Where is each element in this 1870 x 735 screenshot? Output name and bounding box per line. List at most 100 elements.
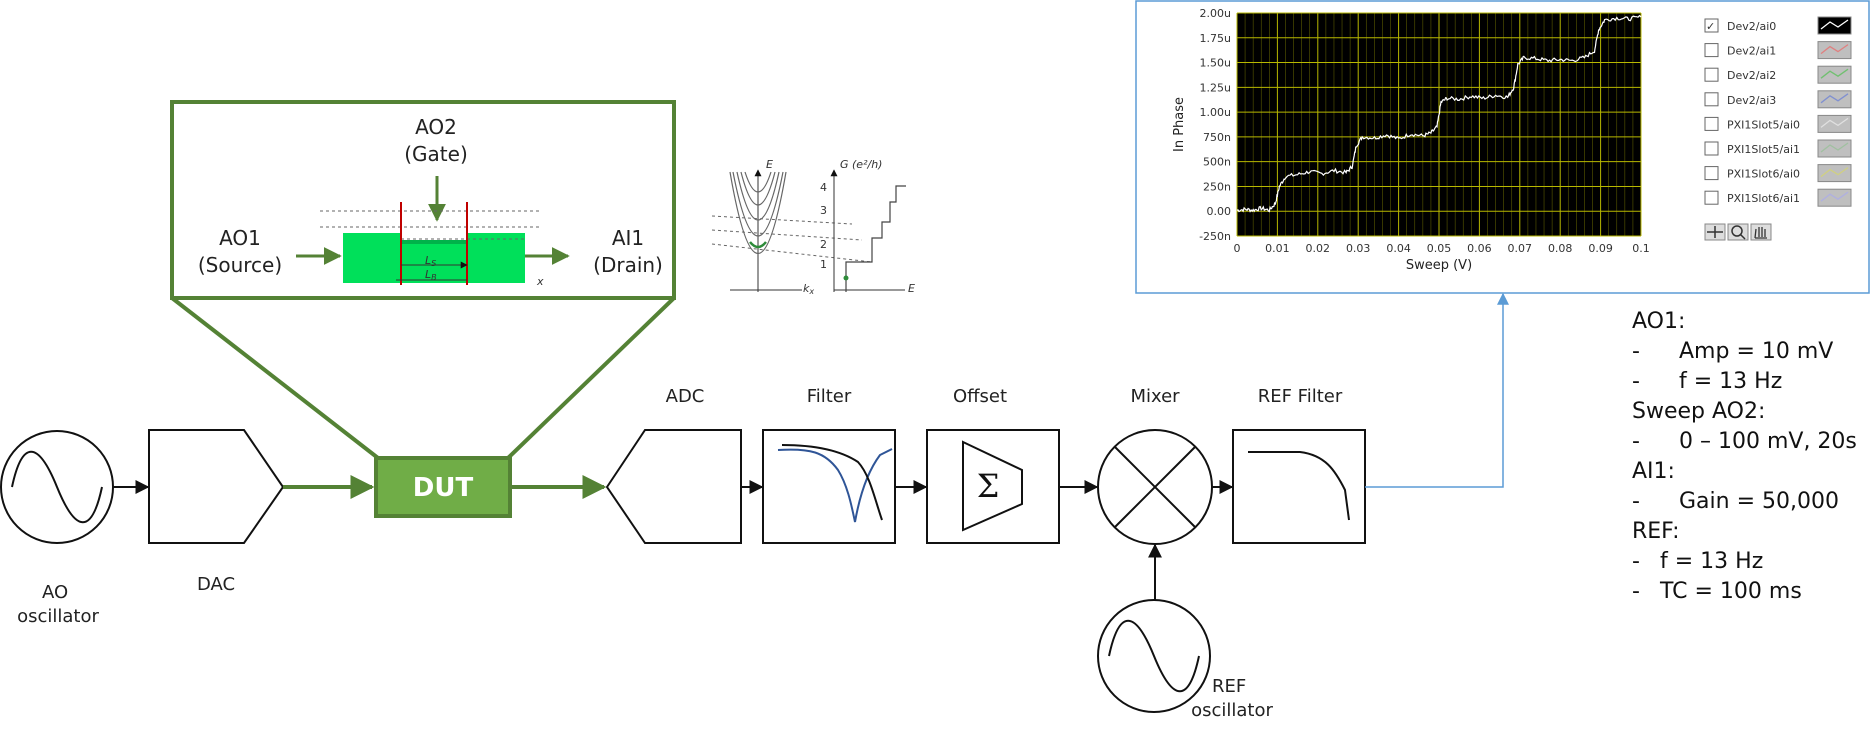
device-inset: AO2 (Gate) AO1 (Source) LS LB x AI1 (Dra…	[170, 100, 676, 300]
svg-text:E: E	[908, 282, 915, 295]
legend-checkbox[interactable]	[1704, 166, 1719, 181]
svg-text:1: 1	[820, 258, 827, 271]
legend-checkbox[interactable]	[1704, 116, 1719, 131]
y-tick-label: 2.00u	[1200, 7, 1231, 20]
graph-palette[interactable]	[1704, 223, 1772, 241]
x-tick-label: 0.05	[1427, 242, 1452, 255]
note-text: TC = 100 ms	[1660, 579, 1802, 604]
note-line: - Gain = 50,000	[1632, 487, 1862, 517]
legend-label: PXI1Slot6/ai1	[1727, 192, 1800, 205]
ref-filter-label: REF Filter	[1258, 386, 1343, 407]
y-tick-label: 1.75u	[1200, 32, 1231, 45]
note-text: Amp = 10 mV	[1679, 339, 1834, 364]
mixer-block	[1097, 429, 1213, 545]
x-tick-label: 0.06	[1467, 242, 1492, 255]
note-bullet: -	[1632, 369, 1640, 394]
legend-label: Dev2/ai0	[1727, 20, 1776, 33]
legend-swatch-line	[1820, 68, 1849, 79]
offset-label: Offset	[953, 386, 1007, 407]
legend-checkbox[interactable]	[1704, 190, 1719, 205]
notch-filter-curve	[777, 448, 893, 523]
legend-checkbox[interactable]	[1704, 92, 1719, 107]
svg-text:2: 2	[820, 238, 827, 251]
x-tick-label: 0.08	[1548, 242, 1573, 255]
note-line: - f = 13 Hz	[1632, 367, 1862, 397]
legend-checkbox[interactable]	[1704, 67, 1719, 82]
series-line-dev2-ai0	[1236, 14, 1642, 213]
svg-text:LB: LB	[425, 268, 437, 282]
note-text: f = 13 Hz	[1660, 549, 1764, 574]
legend-item[interactable]: PXI1Slot5/ai0	[1704, 114, 1852, 133]
legend-item[interactable]: Dev2/ai2	[1704, 65, 1852, 84]
svg-text:3: 3	[820, 204, 827, 217]
y-tick-label: 1.25u	[1200, 81, 1231, 94]
band-structure-inset: E kx G (e²/h) E 1 2 3 4	[711, 158, 915, 296]
svg-text:LS: LS	[425, 254, 436, 268]
lowpass-curve	[1248, 451, 1350, 521]
note-line: - Amp = 10 mV	[1632, 337, 1862, 367]
legend-item[interactable]: PXI1Slot6/ai1	[1704, 188, 1852, 207]
y-tick-label: -250n	[1199, 230, 1231, 243]
legend-checkbox[interactable]	[1704, 18, 1719, 33]
ao1-label: AO1	[219, 226, 261, 250]
y-tick-label: 1.00u	[1200, 106, 1231, 119]
dut-label: DUT	[413, 473, 474, 503]
y-axis-label: In Phase	[1172, 97, 1187, 152]
legend-item[interactable]: PXI1Slot5/ai1	[1704, 139, 1852, 158]
legend-checkbox[interactable]	[1704, 43, 1719, 58]
legend-swatch-line	[1820, 167, 1849, 178]
adc-label: ADC	[666, 386, 705, 407]
chart-panel: -250n 0.00 250n 500n 750n 1.00u 1.25u 1.50u 1.75…	[1135, 0, 1870, 294]
legend-item[interactable]: Dev2/ai1	[1704, 41, 1852, 60]
settings-notes: AO1: - Amp = 10 mV - f = 13 Hz Sweep AO2: -0 –…	[1632, 307, 1862, 607]
note-line: -f = 13 Hz	[1632, 547, 1862, 577]
dac-label: DAC	[197, 574, 235, 595]
x-tick-label: 0.04	[1386, 242, 1411, 255]
sum-icon: Σ	[977, 467, 1000, 505]
note-line: - 0 – 100 mV, 20s	[1632, 427, 1862, 457]
gate-label: (Gate)	[404, 142, 468, 166]
note-bullet: -	[1632, 489, 1640, 514]
legend-item[interactable]: ✓ Dev2/ai0	[1704, 16, 1852, 35]
note-text: REF:	[1632, 519, 1680, 544]
drain-label: (Drain)	[593, 253, 663, 277]
legend-item[interactable]: PXI1Slot6/ai0	[1704, 164, 1852, 183]
dut-block: DUT	[374, 456, 512, 518]
legend-swatch-line	[1820, 19, 1849, 30]
svg-text:kx: kx	[803, 282, 814, 296]
legend-label: Dev2/ai2	[1727, 69, 1776, 82]
legend-checkbox[interactable]	[1704, 141, 1719, 156]
legend-label: PXI1Slot5/ai0	[1727, 118, 1800, 131]
source-label: (Source)	[198, 253, 282, 277]
legend-item[interactable]: Dev2/ai3	[1704, 90, 1852, 109]
ai1-label: AI1	[612, 226, 644, 250]
svg-text:E: E	[766, 158, 773, 171]
note-line: AI1:	[1632, 457, 1862, 487]
adc-block	[605, 429, 742, 544]
legend-label: Dev2/ai3	[1727, 94, 1776, 107]
note-line: Sweep AO2:	[1632, 397, 1862, 427]
x-tick-label: 0.07	[1508, 242, 1533, 255]
x-axis-label: Sweep (V)	[1406, 258, 1472, 273]
note-bullet: -	[1632, 429, 1640, 454]
svg-text:4: 4	[820, 181, 827, 194]
legend-swatch-line	[1820, 191, 1849, 202]
y-tick-label: 750n	[1203, 131, 1231, 144]
note-line: - TC = 100 ms	[1632, 577, 1862, 607]
sine-wave-icon	[1108, 620, 1200, 692]
note-text: f = 13 Hz	[1679, 369, 1783, 394]
x-tick-label: 0.1	[1632, 242, 1650, 255]
ref-oscillator	[1097, 599, 1211, 713]
ao2-label: AO2	[415, 115, 457, 139]
x-tick-label: 0.01	[1265, 242, 1290, 255]
legend-label: PXI1Slot5/ai1	[1727, 143, 1800, 156]
x-tick-label: 0.09	[1588, 242, 1613, 255]
ref-oscillator-label: REF oscillator	[1191, 676, 1273, 721]
lowpass-filter-curve	[781, 444, 883, 521]
y-axis-ticks: -250n 0.00 250n 500n 750n 1.00u 1.25u 1.50u 1.75…	[1199, 7, 1231, 243]
x-tick-label: 0.03	[1346, 242, 1371, 255]
ao-oscillator	[0, 430, 114, 544]
check-icon: ✓	[1706, 20, 1715, 33]
filter-label: Filter	[807, 386, 852, 407]
